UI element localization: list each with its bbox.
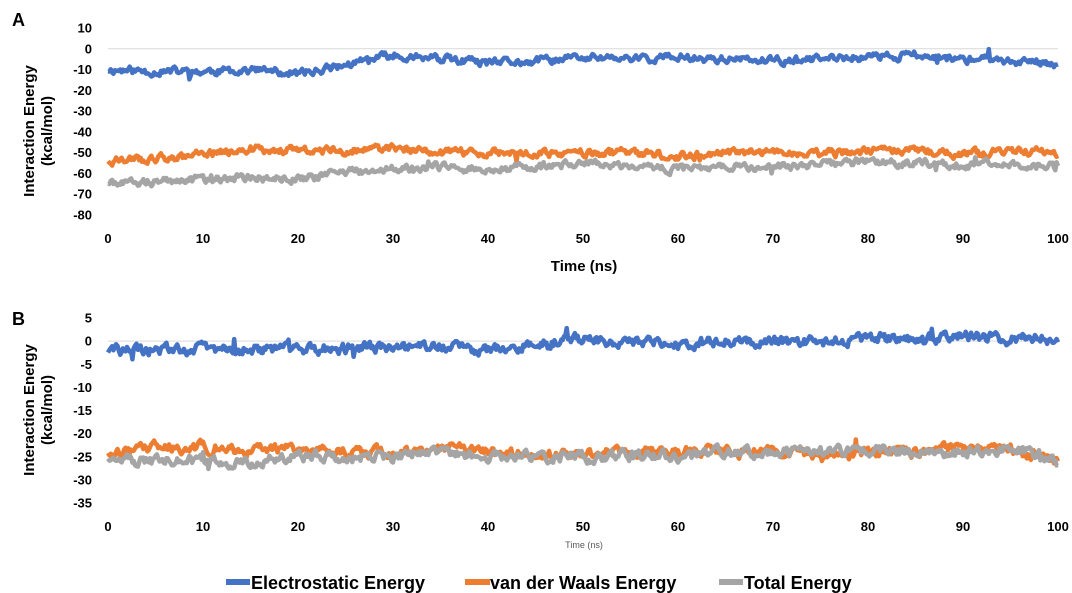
panel-b-ytick-label: -25 [73, 449, 92, 464]
panel-a-xtick-label: 100 [1047, 231, 1069, 246]
panel-b: B Interaction Energy (kcal/mol) 50-5-10-… [12, 309, 1069, 550]
panel-b-xtick-label: 0 [104, 519, 111, 534]
panel-a-xtick-label: 70 [766, 231, 780, 246]
panel-b-xtick-label: 100 [1047, 519, 1069, 534]
panel-a-xtick-label: 20 [291, 231, 305, 246]
panel-b-xtick-label: 90 [956, 519, 970, 534]
legend-label-vdw: van der Waals Energy [490, 573, 676, 593]
panel-a-ytick-label: -40 [73, 124, 92, 139]
panel-b-xtick-label: 50 [576, 519, 590, 534]
panel-a-xtick-label: 50 [576, 231, 590, 246]
panel-a-ytick-label: 10 [78, 21, 92, 36]
panel-b-xtick-label: 30 [386, 519, 400, 534]
panel-b-ytick-label: -5 [80, 357, 92, 372]
panel-a-ylabel-line1: Interaction Energy [21, 64, 38, 196]
panel-a-series [106, 46, 1061, 189]
panel-a-ytick-label: -80 [73, 208, 92, 223]
panel-a-xtick-label: 0 [104, 231, 111, 246]
panel-a-series-electrostatic-line [107, 46, 1059, 82]
panel-b-ytick-label: 0 [85, 334, 92, 349]
panel-a-ytick-label: -50 [73, 145, 92, 160]
legend-label-electrostatic: Electrostatic Energy [251, 573, 425, 593]
panel-b-series [106, 325, 1061, 472]
panel-a-x-ticks: 0 10 20 30 40 50 60 70 80 90 100 [104, 231, 1068, 246]
panel-b-label: B [12, 309, 25, 329]
panel-a-label: A [12, 10, 25, 30]
panel-a-ytick-label: -10 [73, 62, 92, 77]
panel-a: A Interaction Energy (kcal/mol) 100-10-2… [12, 10, 1069, 275]
panel-a-y-ticks: 10 0 -10 -20 -30 -40 -50 -60 -70 -80 [73, 21, 92, 223]
panel-b-ytick-label: -30 [73, 472, 92, 487]
panel-b-series-electrostatic-line [106, 325, 1061, 362]
panel-b-xtick-label: 80 [861, 519, 875, 534]
panel-a-xtick-label: 90 [956, 231, 970, 246]
legend-label-total: Total Energy [744, 573, 852, 593]
panel-a-ytick-label: -60 [73, 166, 92, 181]
panel-b-ytick-label: -35 [73, 496, 92, 511]
panel-b-series-total-line [106, 442, 1059, 472]
panel-a-ytick-label: -20 [73, 83, 92, 98]
panel-a-xtick-label: 60 [671, 231, 685, 246]
panel-a-series-total-line [107, 155, 1061, 189]
panel-a-xtick-label: 10 [196, 231, 210, 246]
panel-a-ytick-label: -30 [73, 104, 92, 119]
panel-a-ylabel: Interaction Energy (kcal/mol) [21, 64, 56, 196]
panel-b-xtick-label: 60 [671, 519, 685, 534]
panel-a-xtick-label: 80 [861, 231, 875, 246]
panel-b-xtick-label: 70 [766, 519, 780, 534]
panel-b-xtick-label: 10 [196, 519, 210, 534]
panel-a-series-vdw-line [106, 142, 1060, 168]
panel-b-xtick-label: 40 [481, 519, 495, 534]
panel-b-xtick-label: 20 [291, 519, 305, 534]
panel-a-xtick-label: 40 [481, 231, 495, 246]
panel-b-y-ticks: 5 0 -5 -10 -15 -20 -25 -30 -35 [73, 311, 92, 511]
panel-a-xtick-label: 30 [386, 231, 400, 246]
panel-b-ytick-label: -10 [73, 380, 92, 395]
panel-b-x-ticks: 0 10 20 30 40 50 60 70 80 90 100 [104, 519, 1068, 534]
panel-b-ylabel-line2: (kcal/mol) [39, 375, 56, 445]
panel-b-ytick-label: -20 [73, 426, 92, 441]
legend: Electrostatic Energy van der Waals Energ… [226, 573, 852, 593]
panel-a-ytick-label: 0 [85, 41, 92, 56]
panel-a-xlabel: Time (ns) [551, 258, 617, 275]
panel-b-ylabel: Interaction Energy (kcal/mol) [21, 343, 56, 475]
panel-b-xlabel: Time (ns) [565, 540, 603, 550]
panel-b-ylabel-line1: Interaction Energy [21, 343, 38, 475]
panel-b-ytick-label: -15 [73, 403, 92, 418]
panel-b-ytick-label: 5 [85, 311, 92, 326]
panel-a-ylabel-line2: (kcal/mol) [39, 96, 56, 166]
panel-a-ytick-label: -70 [73, 187, 92, 202]
